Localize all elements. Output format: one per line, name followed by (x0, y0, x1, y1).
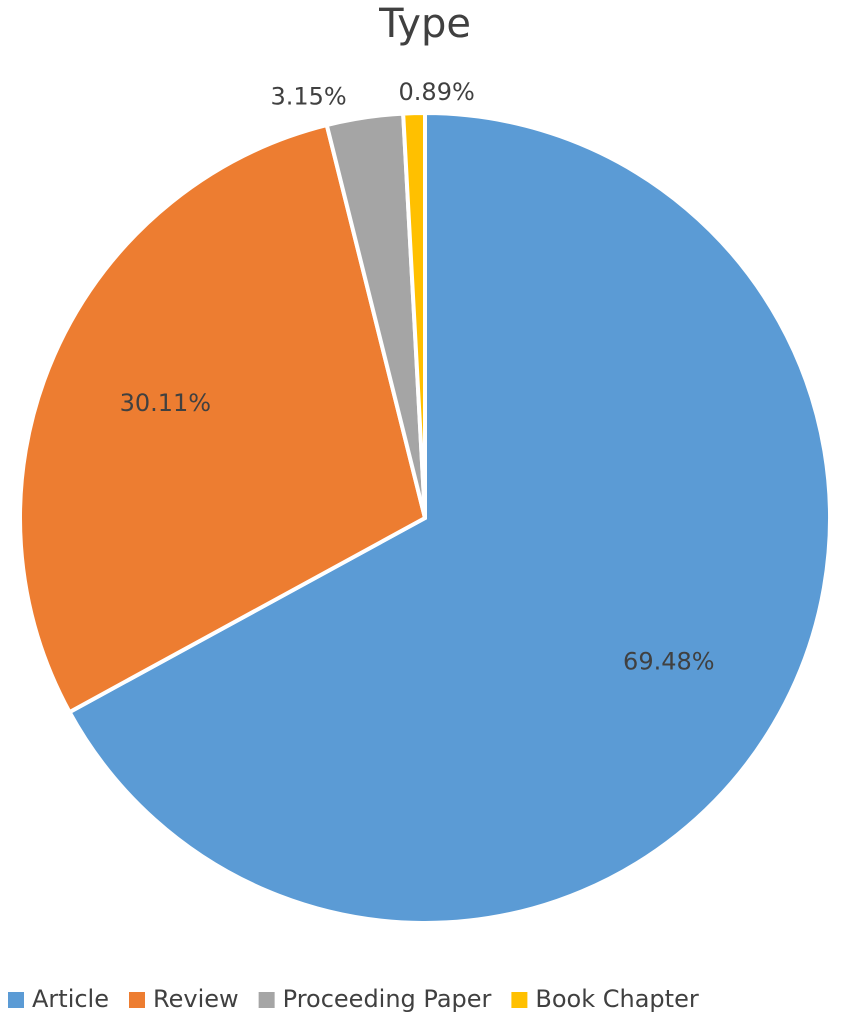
legend-label: Book Chapter (535, 985, 698, 1013)
data-label: 69.48% (623, 648, 715, 676)
legend-marker (8, 992, 24, 1008)
legend-marker (129, 992, 145, 1008)
chart-title: Type (378, 1, 471, 47)
pie-slice (18, 123, 427, 715)
data-label: 30.11% (120, 389, 212, 417)
data-label: 0.89% (399, 78, 475, 106)
legend-label: Proceeding Paper (283, 985, 492, 1013)
legend-marker (258, 992, 275, 1008)
pie-slice (401, 111, 427, 520)
pie-slice (67, 111, 832, 925)
legend-label: Review (153, 985, 239, 1013)
legend-marker (511, 992, 528, 1008)
data-label: 3.15% (270, 83, 346, 111)
legend-label: Article (32, 985, 109, 1013)
